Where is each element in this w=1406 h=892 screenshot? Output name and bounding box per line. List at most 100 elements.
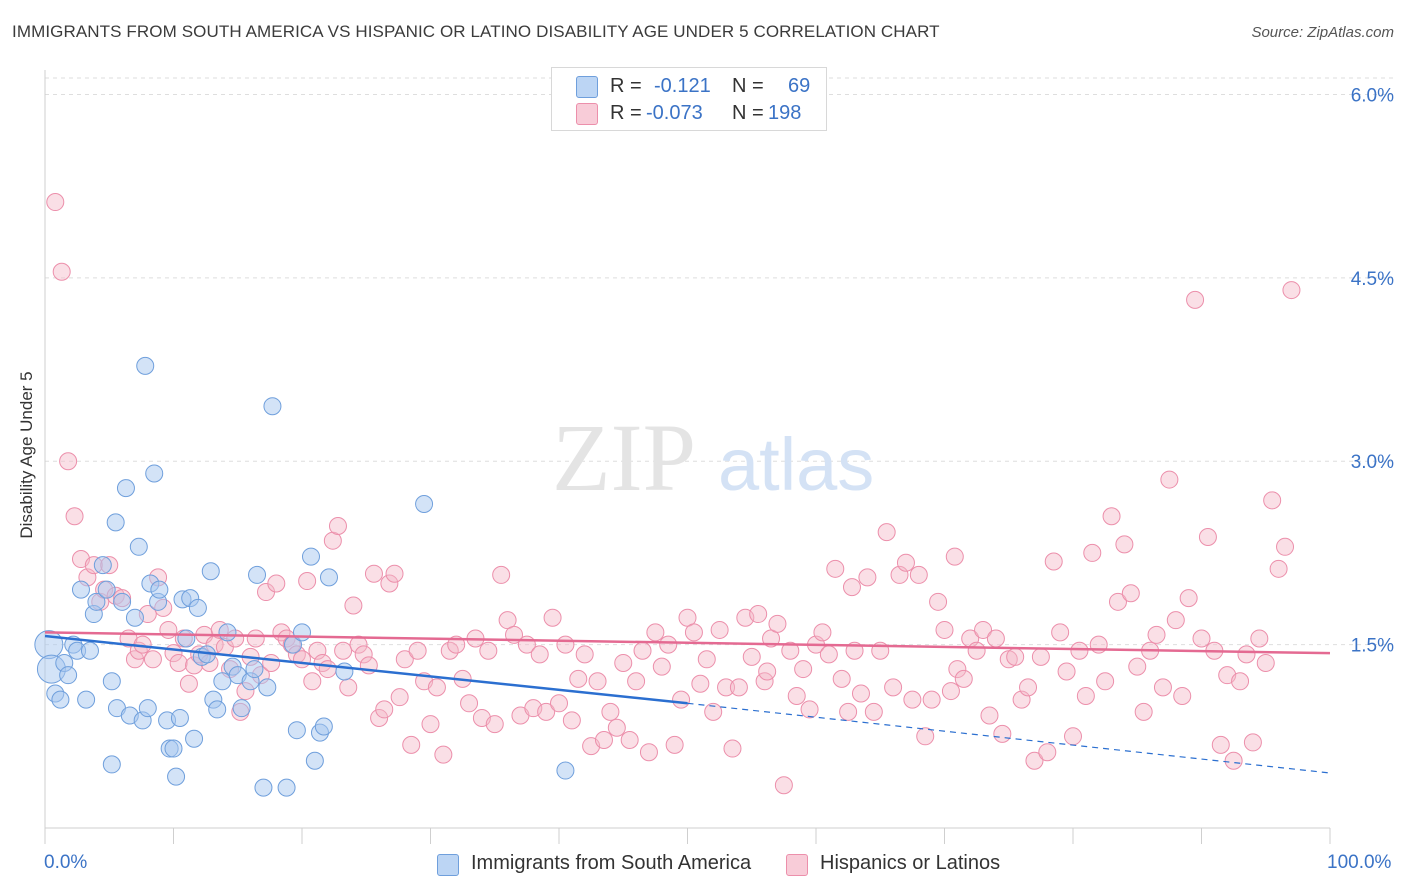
data-point-hispanic	[354, 645, 373, 664]
legend-r-value: -0.073	[646, 102, 703, 124]
data-point-hispanic	[543, 608, 562, 627]
data-point-hispanic	[313, 653, 332, 672]
legend-swatch-pink	[576, 103, 598, 125]
data-point-south-america	[218, 623, 237, 642]
data-point-hispanic	[344, 596, 363, 615]
data-point-hispanic	[819, 645, 838, 664]
data-point-hispanic	[434, 745, 453, 764]
data-point-hispanic	[1076, 686, 1095, 705]
legend-r-label: R =	[610, 102, 642, 124]
data-point-hispanic	[1134, 702, 1153, 721]
data-point-south-america	[170, 708, 189, 727]
data-point-hispanic	[1263, 491, 1282, 510]
data-point-south-america	[164, 739, 183, 758]
data-point-south-america	[188, 598, 207, 617]
data-point-hispanic	[967, 641, 986, 660]
data-point-south-america	[301, 547, 320, 566]
data-point-south-america	[150, 580, 169, 599]
data-point-hispanic	[787, 686, 806, 705]
legend-series1-label: Immigrants from South America	[471, 852, 752, 874]
data-point-hispanic	[575, 645, 594, 664]
data-point-hispanic	[768, 614, 787, 633]
data-point-hispanic	[385, 564, 404, 583]
data-point-hispanic	[723, 739, 742, 758]
trend-line-south-america	[44, 634, 688, 705]
data-point-hispanic	[758, 662, 777, 681]
data-point-hispanic	[781, 641, 800, 660]
data-point-hispanic	[691, 674, 710, 693]
data-point-hispanic	[1128, 657, 1147, 676]
data-point-hispanic	[659, 635, 678, 654]
legend-n-label: N =	[732, 102, 764, 124]
y-tick-label: 3.0%	[1351, 452, 1394, 473]
data-point-hispanic	[941, 682, 960, 701]
data-point-hispanic	[1211, 735, 1230, 754]
data-point-hispanic	[916, 727, 935, 746]
data-point-hispanic	[601, 702, 620, 721]
data-point-hispanic	[492, 565, 511, 584]
data-point-hispanic	[620, 730, 639, 749]
data-point-south-america	[167, 767, 186, 786]
data-point-south-america	[77, 690, 96, 709]
legend-n-value: 69	[788, 75, 811, 97]
data-point-hispanic	[1153, 678, 1172, 697]
data-point-hispanic	[672, 690, 691, 709]
data-point-hispanic	[143, 650, 162, 669]
data-point-south-america	[51, 690, 70, 709]
data-point-hispanic	[375, 700, 394, 719]
data-point-hispanic	[262, 653, 281, 672]
data-point-hispanic	[1115, 535, 1134, 554]
data-point-hispanic	[246, 629, 265, 648]
data-point-south-america	[177, 629, 196, 648]
data-point-hispanic	[652, 657, 671, 676]
data-point-hispanic	[569, 669, 588, 688]
data-point-hispanic	[614, 653, 633, 672]
data-point-south-america	[71, 580, 90, 599]
data-point-hispanic	[59, 452, 78, 471]
data-point-hispanic	[479, 641, 498, 660]
chart-source: Source: ZipAtlas.com	[1251, 24, 1394, 41]
data-point-hispanic	[328, 517, 347, 536]
data-point-hispanic	[594, 730, 613, 749]
data-point-hispanic	[1070, 641, 1089, 660]
data-point-hispanic	[1044, 552, 1063, 571]
data-point-hispanic	[46, 193, 65, 212]
data-point-hispanic	[298, 572, 317, 591]
data-point-hispanic	[65, 507, 84, 526]
data-point-hispanic	[945, 547, 964, 566]
data-point-hispanic	[447, 635, 466, 654]
data-point-south-america	[34, 630, 64, 660]
data-point-hispanic	[460, 694, 479, 713]
data-point-hispanic	[954, 669, 973, 688]
data-point-hispanic	[742, 647, 761, 666]
data-point-south-america	[116, 479, 135, 498]
data-point-hispanic	[980, 706, 999, 725]
data-point-hispanic	[794, 660, 813, 679]
data-point-hispanic	[1166, 611, 1185, 630]
data-point-hispanic	[697, 650, 716, 669]
data-point-hispanic	[1038, 743, 1057, 762]
data-point-south-america	[106, 513, 125, 532]
data-point-south-america	[201, 562, 220, 581]
data-point-hispanic	[1057, 662, 1076, 681]
data-point-hispanic	[839, 702, 858, 721]
data-point-hispanic	[550, 694, 568, 713]
data-point-hispanic	[633, 641, 652, 660]
data-point-hispanic	[986, 629, 1005, 648]
data-point-hispanic	[334, 641, 353, 660]
data-point-hispanic	[169, 653, 188, 672]
data-point-hispanic	[832, 669, 851, 688]
data-point-hispanic	[293, 650, 311, 669]
data-point-hispanic	[1006, 647, 1025, 666]
data-point-hispanic	[1064, 727, 1082, 746]
data-point-hispanic	[1256, 653, 1275, 672]
data-point-hispanic	[1025, 751, 1044, 770]
data-point-hispanic	[1173, 686, 1192, 705]
data-point-hispanic	[935, 620, 954, 639]
data-point-hispanic	[1051, 623, 1070, 642]
data-point-hispanic	[903, 690, 922, 709]
data-point-hispanic	[1179, 589, 1198, 608]
data-point-hispanic	[729, 678, 748, 697]
data-point-hispanic	[1102, 507, 1121, 526]
data-point-hispanic	[717, 678, 736, 697]
